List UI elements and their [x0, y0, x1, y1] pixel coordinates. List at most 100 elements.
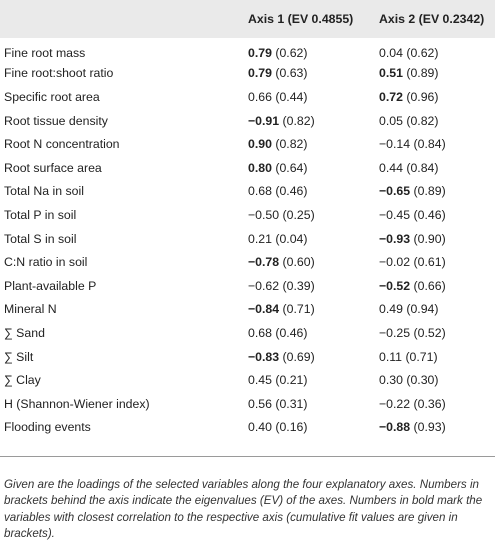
table-row: Total Na in soil 0.68 (0.46) −0.65 (0.89)	[0, 180, 495, 204]
axis-1-loading: −0.78	[248, 255, 280, 270]
axis-2-loading: 0.11	[379, 349, 403, 364]
axis-1-fit: (0.16)	[275, 420, 308, 435]
axis-1-cell: −0.62 (0.39)	[248, 274, 379, 298]
table-row: Mineral N −0.84 (0.71) 0.49 (0.94)	[0, 298, 495, 322]
table-row: Fine root mass 0.79 (0.62) 0.04 (0.62)	[0, 38, 495, 62]
axis-1-cell: 0.45 (0.21)	[248, 368, 379, 392]
variable-cell: Fine root mass	[4, 45, 86, 60]
axis-1-loading: −0.50	[248, 207, 280, 222]
axis-1-loading: 0.90	[248, 137, 272, 152]
axis-2-cell: −0.52 (0.66)	[379, 274, 495, 298]
axis-1-fit: (0.82)	[282, 113, 315, 128]
axis-2-cell: −0.02 (0.61)	[379, 250, 495, 274]
axis-2-cell: −0.22 (0.36)	[379, 392, 495, 416]
axis-2-loading: −0.65	[379, 184, 411, 199]
axis-1-cell: 0.56 (0.31)	[248, 392, 379, 416]
axis-1-loading: 0.79	[248, 66, 272, 81]
axis-1-cell: 0.90 (0.82)	[248, 132, 379, 156]
axis-2-loading: 0.49	[379, 302, 403, 317]
axis-2-cell: −0.14 (0.84)	[379, 132, 495, 156]
variable-cell: Root tissue density	[4, 113, 108, 128]
axis-2-fit: (0.30)	[406, 373, 439, 388]
variable-cell: C:N ratio in soil	[4, 255, 88, 270]
table-row: H (Shannon-Wiener index) 0.56 (0.31) −0.22…	[0, 392, 495, 416]
axis-2-cell: −0.88 (0.93)	[379, 416, 495, 440]
variable-cell: ∑ Sand	[4, 325, 45, 340]
axis-1-fit: (0.63)	[275, 66, 308, 81]
axis-1-fit: (0.82)	[275, 137, 308, 152]
axis-2-fit: (0.61)	[413, 255, 446, 270]
axis-2-fit: (0.46)	[413, 207, 446, 222]
axis-2-fit: (0.36)	[413, 396, 446, 411]
axis-2-loading: 0.05	[379, 113, 403, 128]
axis-2-fit: (0.71)	[405, 349, 438, 364]
axis-1-cell: 0.79 (0.62)	[248, 38, 379, 62]
axis-1-loading: 0.68	[248, 325, 272, 340]
axis-2-cell: 0.05 (0.82)	[379, 109, 495, 133]
axis-1-loading: 0.56	[248, 396, 272, 411]
table-body: Fine root mass 0.79 (0.62) 0.04 (0.62) Fine…	[0, 38, 495, 439]
table-row: Root surface area 0.80 (0.64) 0.44 (0.84)	[0, 156, 495, 180]
axis-1-fit: (0.71)	[282, 302, 315, 317]
axis-2-loading: −0.22	[379, 396, 411, 411]
table-row: Total P in soil −0.50 (0.25) −0.45 (0.46)	[0, 203, 495, 227]
table-row: Total S in soil 0.21 (0.04) −0.93 (0.90)	[0, 227, 495, 251]
axis-1-cell: −0.84 (0.71)	[248, 298, 379, 322]
axis-2-cell: −0.93 (0.90)	[379, 227, 495, 251]
axis-1-fit: (0.62)	[275, 45, 308, 60]
variable-cell: Mineral N	[4, 302, 57, 317]
axis-2-loading: −0.88	[379, 420, 411, 435]
axis-2-cell: 0.44 (0.84)	[379, 156, 495, 180]
axis-1-fit: (0.60)	[282, 255, 315, 270]
axis-2-cell: −0.65 (0.89)	[379, 180, 495, 204]
axis-2-loading: −0.25	[379, 325, 411, 340]
axis-1-loading: 0.66	[248, 89, 272, 104]
header-variable	[0, 0, 248, 38]
axis-2-cell: 0.30 (0.30)	[379, 368, 495, 392]
axis-2-fit: (0.82)	[406, 113, 439, 128]
axis-2-cell: 0.72 (0.96)	[379, 85, 495, 109]
variable-cell: Plant-available P	[4, 278, 97, 293]
variable-cell: H (Shannon-Wiener index)	[4, 396, 150, 411]
table-row: ∑ Silt −0.83 (0.69) 0.11 (0.71)	[0, 345, 495, 369]
axis-1-cell: 0.68 (0.46)	[248, 321, 379, 345]
table-row: Root N concentration 0.90 (0.82) −0.14 (0.…	[0, 132, 495, 156]
axis-1-cell: 0.68 (0.46)	[248, 180, 379, 204]
variable-cell: Total P in soil	[4, 207, 77, 222]
table-row: Specific root area 0.66 (0.44) 0.72 (0.96)	[0, 85, 495, 109]
table-footnote: Given are the loadings of the selected v…	[4, 477, 483, 541]
axis-1-cell: −0.50 (0.25)	[248, 203, 379, 227]
axis-2-cell: −0.45 (0.46)	[379, 203, 495, 227]
axis-2-loading: 0.72	[379, 89, 403, 104]
axis-1-loading: 0.40	[248, 420, 272, 435]
axis-1-loading: −0.84	[248, 302, 280, 317]
axis-2-fit: (0.93)	[413, 420, 446, 435]
axis-1-cell: 0.79 (0.63)	[248, 62, 379, 86]
axis-2-fit: (0.89)	[406, 66, 439, 81]
axis-2-cell: 0.49 (0.94)	[379, 298, 495, 322]
header-row: Axis 1 (EV 0.4855) Axis 2 (EV 0.2342)	[0, 0, 495, 38]
axis-1-cell: −0.78 (0.60)	[248, 250, 379, 274]
variable-cell: Root surface area	[4, 160, 102, 175]
axis-2-loading: 0.51	[379, 66, 403, 81]
variable-cell: ∑ Clay	[4, 373, 41, 388]
axis-1-cell: 0.80 (0.64)	[248, 156, 379, 180]
axis-2-cell: −0.25 (0.52)	[379, 321, 495, 345]
axis-2-fit: (0.84)	[406, 160, 439, 175]
table-header: Axis 1 (EV 0.4855) Axis 2 (EV 0.2342)	[0, 0, 495, 38]
table-row: Plant-available P −0.62 (0.39) −0.52 (0.66…	[0, 274, 495, 298]
axis-1-cell: −0.91 (0.82)	[248, 109, 379, 133]
table-row: Fine root:shoot ratio 0.79 (0.63) 0.51 (0.…	[0, 62, 495, 86]
axis-1-cell: 0.21 (0.04)	[248, 227, 379, 251]
axis-1-loading: −0.62	[248, 278, 280, 293]
axis-2-loading: −0.02	[379, 255, 411, 270]
axis-2-loading: 0.04	[379, 45, 403, 60]
variable-cell: Flooding events	[4, 420, 91, 435]
loadings-table: Axis 1 (EV 0.4855) Axis 2 (EV 0.2342) Fi…	[0, 0, 495, 439]
axis-1-fit: (0.21)	[275, 373, 308, 388]
table-row: Root tissue density −0.91 (0.82) 0.05 (0.8…	[0, 109, 495, 133]
axis-1-cell: 0.40 (0.16)	[248, 416, 379, 440]
axis-1-loading: 0.45	[248, 373, 272, 388]
axis-1-loading: 0.80	[248, 160, 272, 175]
axis-2-fit: (0.94)	[406, 302, 439, 317]
